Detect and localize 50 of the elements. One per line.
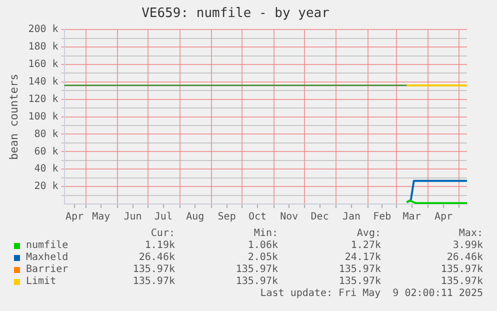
text: Cur: bbox=[150, 228, 175, 239]
x-tick-label: Jan bbox=[342, 212, 361, 223]
x-tick-label: Jul bbox=[154, 212, 172, 223]
text: 1.19k bbox=[144, 240, 175, 251]
text: 135.97k bbox=[338, 264, 381, 275]
text: 24.17k bbox=[344, 252, 381, 263]
legend-label: Maxheld bbox=[26, 252, 68, 263]
x-tick-label: Mar bbox=[402, 212, 421, 223]
x-tick-label: Aug bbox=[186, 212, 204, 223]
y-axis-title: bean counters bbox=[7, 74, 20, 160]
text: Avg: bbox=[356, 228, 381, 239]
text: 135.97k bbox=[440, 276, 483, 287]
chart-title: VE659: numfile - by year bbox=[142, 6, 330, 22]
x-tick-label: Dec bbox=[310, 212, 329, 223]
y-tick-label: 100 k bbox=[28, 111, 58, 122]
x-tick-label: Apr bbox=[434, 212, 453, 223]
y-tick-label: 40 k bbox=[34, 164, 58, 175]
text: 135.97k bbox=[132, 264, 175, 275]
y-tick-label: 140 k bbox=[28, 76, 58, 88]
text: 2.05k bbox=[248, 252, 278, 263]
text: Max: bbox=[458, 228, 483, 239]
y-tick-label: 80 k bbox=[34, 128, 58, 140]
x-tick-label: Feb bbox=[373, 212, 392, 223]
text: Min: bbox=[254, 228, 278, 239]
legend-label: Limit bbox=[26, 276, 56, 287]
y-tick-label: 200 k bbox=[28, 24, 58, 36]
text: 26.46k bbox=[446, 252, 483, 263]
legend-label: Barrier bbox=[26, 264, 68, 275]
y-tick-label: 120 k bbox=[28, 94, 58, 105]
text: 1.06k bbox=[248, 240, 278, 251]
x-tick-label: Nov bbox=[280, 212, 298, 223]
text: Last update: Fri May 9 02:00:11 2025 bbox=[260, 288, 483, 299]
text: 135.97k bbox=[440, 264, 483, 275]
y-tick-label: 20 k bbox=[34, 181, 58, 192]
text: 135.97k bbox=[338, 276, 381, 287]
x-tick-label: May bbox=[92, 212, 110, 223]
y-tick-label: 60 k bbox=[34, 146, 58, 158]
text: 3.99k bbox=[452, 240, 483, 251]
x-tick-label: Apr bbox=[65, 212, 84, 223]
x-tick-label: Sep bbox=[218, 212, 236, 223]
x-tick-label: Oct bbox=[248, 212, 267, 223]
text: 135.97k bbox=[132, 276, 175, 287]
text: 26.46k bbox=[138, 252, 175, 263]
legend-label: numfile bbox=[26, 240, 68, 251]
y-tick-label: 160 k bbox=[28, 59, 58, 70]
text: 1.27k bbox=[350, 240, 381, 251]
text: 135.97k bbox=[236, 276, 278, 287]
y-tick-label: 180 k bbox=[28, 42, 58, 53]
x-tick-label: Jun bbox=[124, 212, 142, 223]
text: 135.97k bbox=[236, 264, 278, 275]
